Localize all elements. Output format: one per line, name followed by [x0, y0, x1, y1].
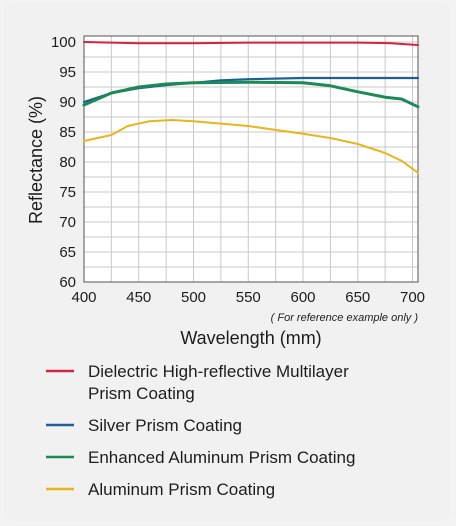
y-tick-label: 75 — [59, 184, 76, 201]
legend-label: Silver Prism Coating — [88, 416, 242, 435]
legend-label: Dielectric High-reflective Multilayer Pri… — [88, 362, 349, 403]
x-tick-label: 550 — [236, 289, 261, 306]
y-tick-label: 90 — [59, 94, 76, 111]
y-tick-label: 100 — [51, 34, 76, 51]
x-axis-title: Wavelength (mm) — [180, 328, 321, 348]
series-line — [83, 119, 419, 174]
plot-frame — [83, 35, 419, 283]
legend: Dielectric High-reflective Multilayer Pri… — [46, 362, 355, 499]
y-tick-label: 60 — [59, 274, 76, 291]
y-tick-label: 80 — [59, 154, 76, 171]
x-tick-label: 500 — [181, 289, 206, 306]
x-tick-label: 700 — [400, 289, 425, 306]
x-tick-label: 650 — [345, 289, 370, 306]
legend-label: Aluminum Prism Coating — [88, 480, 275, 499]
series-line — [82, 80, 420, 109]
y-tick-label: 85 — [59, 124, 76, 141]
series-lines — [82, 41, 420, 174]
series-line — [83, 41, 419, 46]
y-tick-label: 95 — [59, 64, 76, 81]
reference-note: ( For reference example only ) — [271, 312, 419, 324]
y-axis-title: Reflectance (%) — [26, 96, 46, 224]
legend-label: Enhanced Aluminum Prism Coating — [88, 448, 355, 467]
plot-area — [84, 36, 418, 282]
x-tick-label: 600 — [291, 289, 316, 306]
x-axis-ticks: 400 450 500 550 600 650 700 — [71, 289, 425, 306]
y-tick-label: 65 — [59, 244, 76, 261]
x-tick-label: 450 — [126, 289, 151, 306]
x-tick-label: 400 — [71, 289, 96, 306]
y-tick-label: 70 — [59, 214, 76, 231]
y-axis-ticks: 60 65 70 75 80 85 90 95 100 — [51, 34, 76, 291]
